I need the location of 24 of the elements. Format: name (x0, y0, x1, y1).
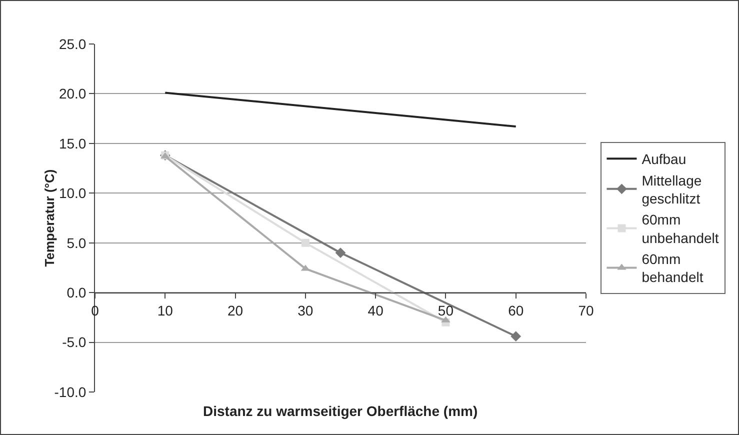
x-tick-label: 60 (508, 302, 524, 318)
y-axis-title: Temperatur (°C) (42, 169, 57, 267)
y-tick-label: 5.0 (66, 234, 86, 251)
x-tick-label: 20 (228, 302, 244, 318)
y-tick-label: 20.0 (58, 86, 86, 102)
x-tick-label: 40 (368, 302, 384, 318)
legend-label: 60mm behandelt (642, 251, 704, 286)
x-tick-label: 30 (298, 302, 314, 318)
x-axis-title: Distanz zu warmseitiger Oberfläche (mm) (203, 403, 478, 419)
y-tick-label: -5.0 (62, 334, 86, 350)
legend-label: Aufbau (642, 151, 686, 168)
y-tick-label: 25.0 (58, 36, 86, 52)
x-tick-label: 70 (578, 302, 594, 318)
point (335, 248, 346, 258)
legend-label: 60mm unbehandelt (642, 212, 719, 246)
legend-label: Mittellage geschlitzt (642, 172, 702, 206)
y-tick-label: 15.0 (58, 135, 86, 152)
y-tick-label: 10.0 (58, 185, 86, 202)
y-tick-label: -10.0 (54, 384, 86, 400)
point (510, 331, 522, 342)
y-tick-label: 0.0 (66, 284, 86, 300)
point (301, 238, 310, 247)
x-tick-label: 50 (438, 302, 454, 318)
x-tick-label: 10 (157, 302, 174, 318)
